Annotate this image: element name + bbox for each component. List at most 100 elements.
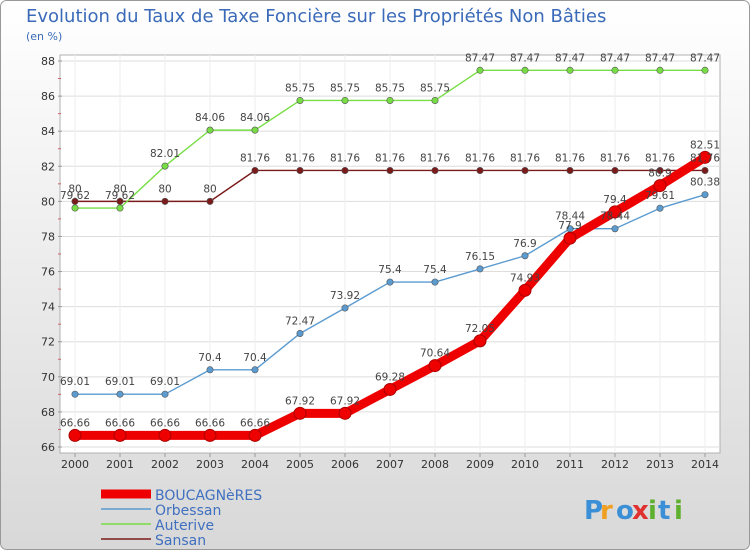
data-label-0: 79.4 <box>603 194 627 206</box>
series-point-3 <box>386 166 394 174</box>
series-point-1 <box>476 265 484 273</box>
x-tick-label: 2008 <box>421 458 449 471</box>
data-label-1: 78.44 <box>555 211 585 223</box>
data-label-2: 87.47 <box>510 52 540 64</box>
series-point-3 <box>161 197 169 205</box>
data-label-1: 70.4 <box>198 352 222 364</box>
series-point-1 <box>206 366 214 374</box>
data-label-0: 67.92 <box>285 395 315 407</box>
series-point-2 <box>656 66 664 74</box>
chart-title: Evolution du Taux de Taxe Foncière sur l… <box>26 6 606 27</box>
series-point-2 <box>341 96 349 104</box>
logo-letter: t <box>658 496 670 526</box>
series-point-3 <box>701 166 709 174</box>
series-point-0 <box>473 334 487 348</box>
x-tick-label: 2009 <box>466 458 494 471</box>
series-point-0 <box>383 382 397 396</box>
data-label-1: 75.4 <box>378 264 402 276</box>
series-point-0 <box>338 406 352 420</box>
data-label-3: 81.76 <box>330 152 360 164</box>
series-point-1 <box>611 225 619 233</box>
data-label-1: 73.92 <box>330 290 360 302</box>
series-point-1 <box>431 278 439 286</box>
legend-label-0: BOUCAGNèRES <box>155 488 262 504</box>
data-label-2: 84.06 <box>195 112 225 124</box>
series-point-0 <box>653 179 667 193</box>
data-label-2: 79.62 <box>105 190 135 202</box>
logo-letter: o <box>616 496 634 526</box>
data-label-2: 87.47 <box>555 52 585 64</box>
series-point-1 <box>116 390 124 398</box>
data-label-2: 79.62 <box>60 190 90 202</box>
series-point-3 <box>521 166 529 174</box>
data-label-2: 85.75 <box>375 82 405 94</box>
x-tick-label: 2010 <box>511 458 539 471</box>
data-label-0: 82.51 <box>690 139 720 151</box>
data-label-2: 87.47 <box>645 52 675 64</box>
series-point-0 <box>68 428 82 442</box>
chart-subtitle: (en %) <box>26 30 62 43</box>
y-tick-label: 82 <box>41 160 55 173</box>
data-label-0: 74.93 <box>510 272 540 284</box>
series-point-2 <box>161 162 169 170</box>
legend-label-3: Sansan <box>155 533 206 549</box>
data-label-3: 80 <box>68 183 81 195</box>
series-point-2 <box>296 96 304 104</box>
series-point-0 <box>158 428 172 442</box>
series-point-2 <box>251 126 259 134</box>
series-point-3 <box>566 166 574 174</box>
logo-letter: i <box>648 496 657 526</box>
data-label-3: 81.76 <box>375 152 405 164</box>
series-point-3 <box>206 197 214 205</box>
legend-label-1: Orbessan <box>155 503 221 519</box>
x-tick-label: 2006 <box>331 458 359 471</box>
data-label-3: 81.76 <box>240 152 270 164</box>
series-point-2 <box>521 66 529 74</box>
data-label-0: 66.66 <box>105 417 135 429</box>
series-point-3 <box>431 166 439 174</box>
data-label-2: 87.47 <box>465 52 495 64</box>
x-tick-label: 2003 <box>196 458 224 471</box>
data-label-2: 85.75 <box>330 82 360 94</box>
data-label-3: 81.76 <box>420 152 450 164</box>
series-point-0 <box>428 359 442 373</box>
data-label-3: 81.76 <box>285 152 315 164</box>
y-tick-label: 76 <box>41 266 55 279</box>
x-tick-label: 2014 <box>691 458 719 471</box>
series-point-1 <box>656 204 664 212</box>
data-label-1: 76.15 <box>465 251 495 263</box>
data-label-3: 80 <box>113 183 126 195</box>
x-tick-label: 2011 <box>556 458 584 471</box>
series-point-2 <box>431 96 439 104</box>
y-tick-label: 66 <box>41 441 55 454</box>
data-label-1: 76.9 <box>513 238 536 250</box>
y-tick-label: 80 <box>41 195 55 208</box>
series-point-0 <box>563 231 577 245</box>
series-point-1 <box>386 278 394 286</box>
series-point-0 <box>203 428 217 442</box>
series-point-3 <box>251 166 259 174</box>
series-point-0 <box>248 428 262 442</box>
data-label-0: 69.28 <box>375 371 405 383</box>
series-point-3 <box>296 166 304 174</box>
y-tick-label: 72 <box>41 336 55 349</box>
series-point-2 <box>71 204 79 212</box>
y-tick-label: 78 <box>41 230 55 243</box>
y-tick-label: 74 <box>41 301 55 314</box>
data-label-3: 81.76 <box>645 152 675 164</box>
series-point-0 <box>608 205 622 219</box>
data-label-0: 80.9 <box>648 168 671 180</box>
series-point-1 <box>341 304 349 312</box>
data-label-2: 87.47 <box>690 52 720 64</box>
x-tick-label: 2007 <box>376 458 404 471</box>
logo-letter: r <box>600 496 613 526</box>
legend-label-2: Auterive <box>155 518 214 534</box>
series-point-1 <box>71 390 79 398</box>
data-label-2: 85.75 <box>420 82 450 94</box>
x-tick-label: 2012 <box>601 458 629 471</box>
plot-area: 66 68 70 72 74 76 78 80 82 84 86 88 2000 2001 2002 2003… <box>41 52 721 471</box>
series-point-2 <box>611 66 619 74</box>
x-tick-label: 2000 <box>61 458 89 471</box>
x-tick-label: 2002 <box>151 458 179 471</box>
